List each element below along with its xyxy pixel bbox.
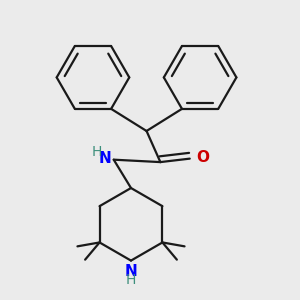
Text: O: O xyxy=(196,150,209,165)
Text: N: N xyxy=(98,152,111,166)
Text: H: H xyxy=(126,273,136,287)
Text: H: H xyxy=(91,145,102,159)
Text: N: N xyxy=(124,264,137,279)
